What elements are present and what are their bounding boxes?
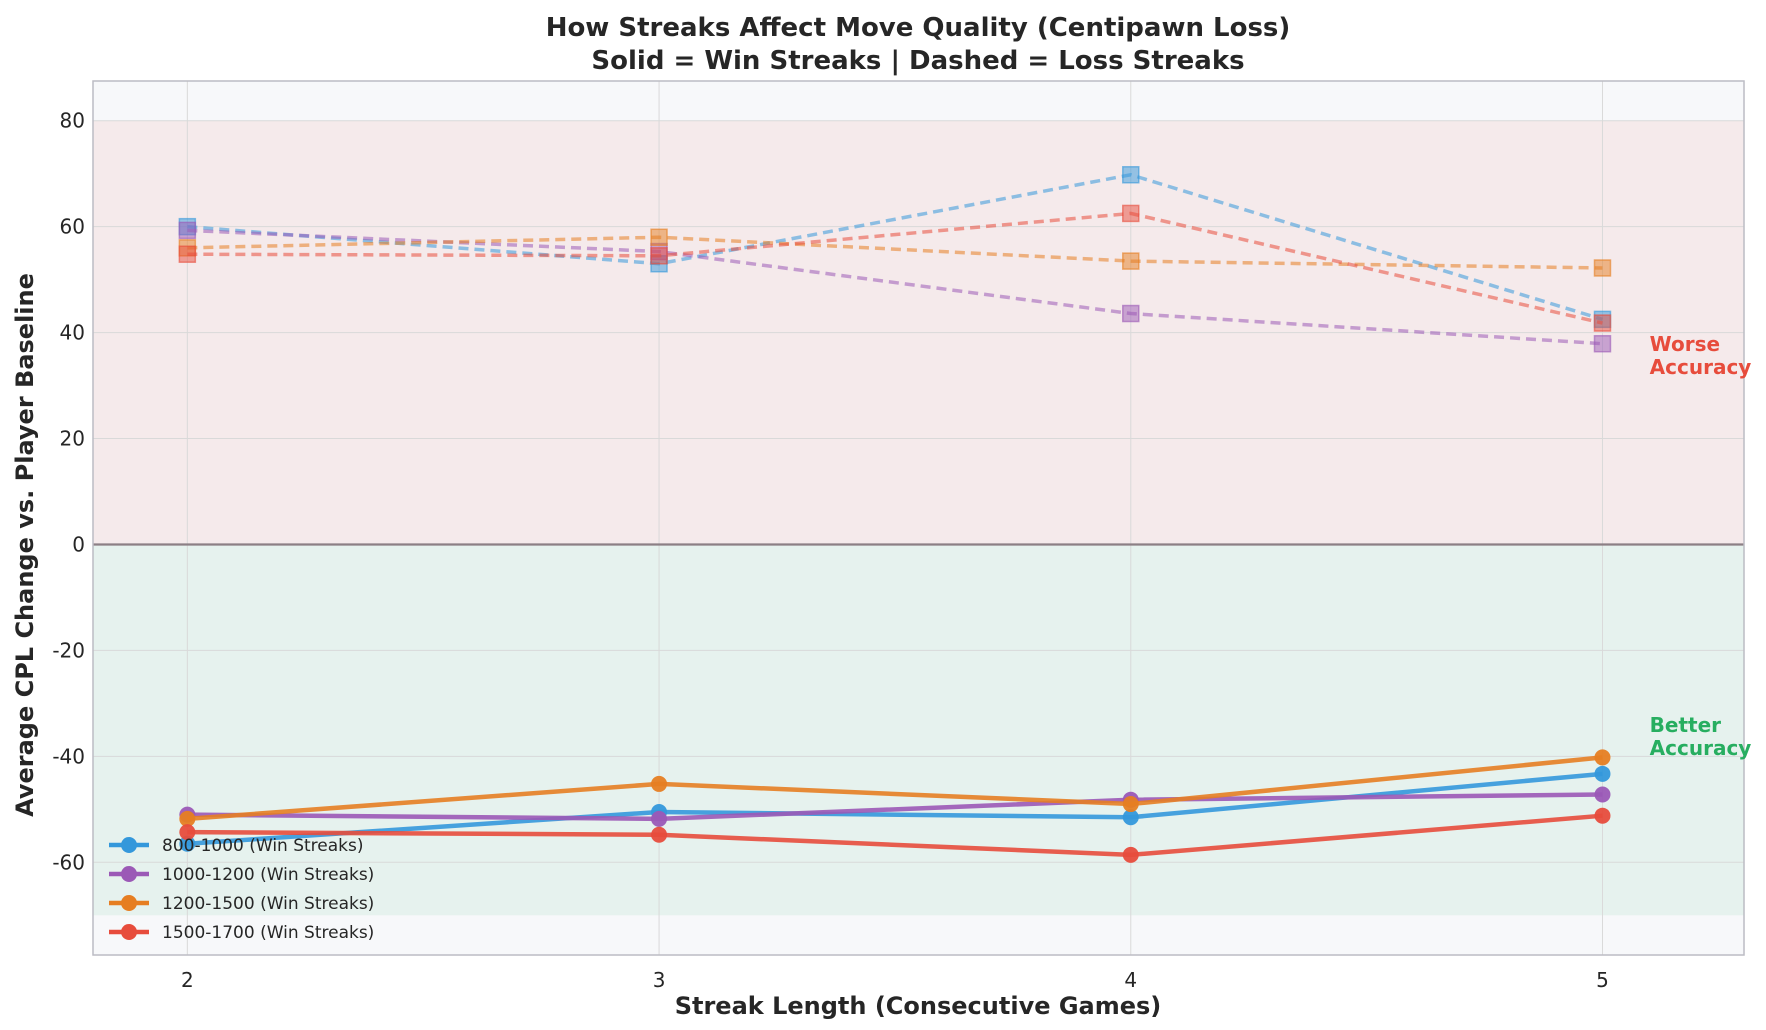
y-axis-label: Average CPL Change vs. Player Baseline (11, 273, 39, 817)
chart-title: How Streaks Affect Move Quality (Centipa… (546, 13, 1291, 43)
win-streak-series (179, 749, 1611, 827)
legend: 800-1000 (Win Streaks) 1000-1200 (Win Str… (109, 836, 374, 943)
series-line (187, 172, 1603, 322)
data-point-circle (1594, 786, 1611, 803)
data-point-circle (179, 824, 196, 841)
data-point-circle (1122, 846, 1139, 863)
data-point-circle (651, 826, 668, 843)
data-point-square (1122, 204, 1140, 223)
data-point-circle (1594, 765, 1611, 782)
plot-frame (92, 80, 1745, 956)
plot-area: -60 -40 -20 0 20 40 60 80 2 3 4 5 Worse Accuracy Bette… (52, 80, 1752, 992)
x-tick-label: 5 (1596, 968, 1609, 992)
data-point-square (1122, 304, 1140, 323)
data-point-circle (1122, 796, 1139, 813)
series-line (187, 235, 1603, 270)
data-point-circle (1594, 749, 1611, 766)
y-tick-label: 20 (60, 427, 85, 451)
data-point-circle (1122, 809, 1139, 826)
data-point-circle (1594, 807, 1611, 824)
y-tick-label: 40 (60, 321, 85, 345)
legend-label: 800-1000 (Win Streaks) (162, 836, 364, 856)
legend-swatch-marker (121, 924, 137, 940)
chart-subtitle: Solid = Win Streaks | Dashed = Loss Stre… (591, 46, 1244, 76)
data-point-circle (651, 810, 668, 827)
legend-label: 1500-1700 (Win Streaks) (162, 923, 374, 943)
data-point-circle (179, 835, 196, 852)
data-point-square (1593, 334, 1612, 353)
y-tick-label: -60 (52, 850, 85, 874)
y-tick-label: 80 (60, 109, 85, 133)
y-tick-label: 0 (72, 532, 85, 556)
win-streak-series (179, 807, 1611, 863)
y-tick-label: 60 (60, 215, 85, 239)
legend-swatch-marker (121, 866, 137, 882)
data-point-square (178, 245, 197, 263)
x-tick-label: 4 (1124, 968, 1137, 992)
legend-label: 1000-1200 (Win Streaks) (162, 865, 374, 885)
loss-streak-series (178, 204, 1612, 332)
data-point-circle (179, 810, 196, 827)
legend-label: 1200-1500 (Win Streaks) (162, 894, 374, 914)
x-tick-label: 3 (653, 968, 666, 992)
data-point-square (1593, 259, 1612, 277)
loss-streak-series (178, 228, 1612, 277)
y-tick-label: -40 (52, 744, 85, 768)
data-point-square (1593, 314, 1612, 332)
x-axis-label: Streak Length (Consecutive Games) (675, 992, 1162, 1020)
series-line (187, 755, 1603, 822)
legend-swatch-marker (121, 895, 137, 911)
data-point-circle (651, 775, 668, 792)
series-line (187, 211, 1603, 325)
better-accuracy-band (93, 544, 1744, 916)
data-point-square (1122, 166, 1140, 184)
series-line (187, 813, 1603, 858)
data-point-square (178, 221, 197, 240)
data-point-square (650, 228, 668, 247)
better-accuracy-annotation: Better Accuracy (1650, 713, 1752, 760)
data-point-square (1122, 252, 1140, 270)
y-tick-label: -20 (52, 638, 85, 662)
series-line (187, 228, 1603, 346)
series-line (187, 792, 1603, 822)
legend-swatch-marker (121, 837, 137, 853)
data-point-square (650, 247, 668, 265)
worse-accuracy-annotation: Worse Accuracy (1650, 332, 1752, 379)
x-tick-label: 2 (181, 968, 194, 992)
